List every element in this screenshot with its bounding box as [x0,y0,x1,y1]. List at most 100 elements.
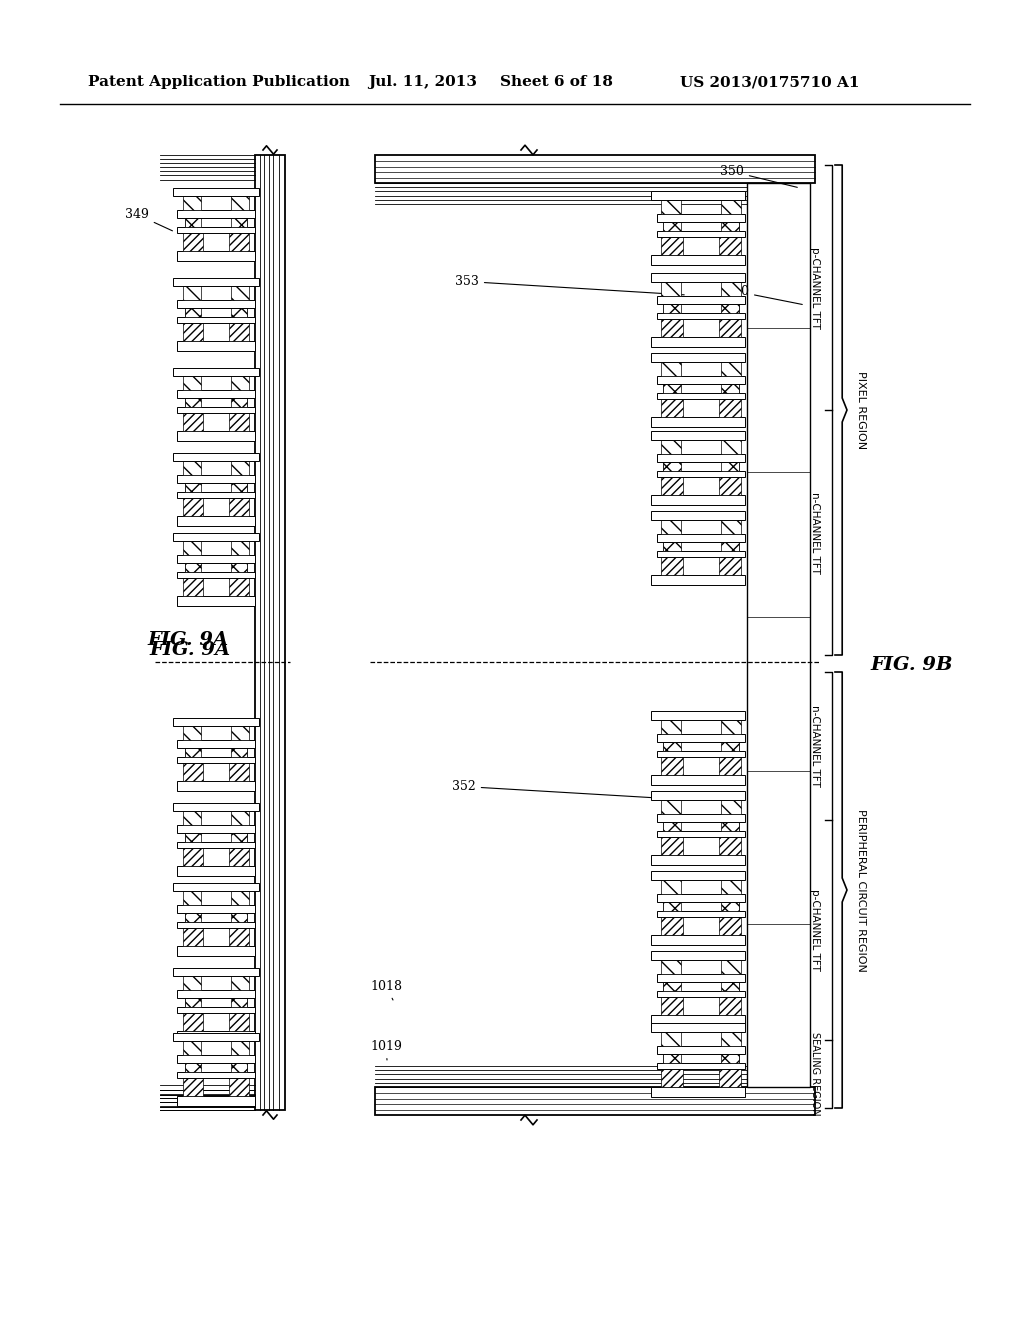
Bar [229,928,249,946]
Bar [183,195,201,210]
Bar [721,902,739,911]
Bar [657,231,745,238]
Bar [231,833,247,842]
Bar [177,781,255,791]
Bar [657,832,745,837]
Bar [173,1034,259,1041]
Bar [662,440,681,454]
Bar [721,800,741,814]
Bar [183,928,203,946]
Bar [231,913,247,921]
Bar [662,477,683,495]
Bar [177,1072,255,1078]
Bar [177,756,255,763]
Bar [177,1096,255,1106]
Text: PIXEL REGION: PIXEL REGION [856,371,866,449]
Bar [657,974,745,982]
Bar [663,1053,739,1063]
Bar [651,352,745,362]
Bar [663,822,681,832]
Bar [231,286,249,300]
Bar [229,1078,249,1096]
Bar [719,1069,741,1086]
Bar [185,218,247,227]
Bar [177,1031,255,1041]
Bar [721,520,741,535]
Text: 300: 300 [725,285,802,305]
Bar [231,1041,249,1055]
Bar [177,825,255,833]
Bar [183,234,203,251]
Bar [663,462,739,471]
Bar [177,1007,255,1012]
Bar [185,833,247,842]
Text: Jul. 11, 2013: Jul. 11, 2013 [368,75,477,88]
Bar [183,498,203,516]
Text: FIG. 9B: FIG. 9B [870,656,952,675]
Bar [721,201,741,214]
Bar [231,810,249,825]
Text: 352: 352 [452,780,689,800]
Bar [662,282,681,296]
Bar [657,214,745,222]
Bar [231,541,249,554]
Bar [657,550,745,557]
Bar [719,756,741,775]
Bar [183,847,203,866]
Bar [651,191,745,201]
Bar [177,554,255,564]
Bar [177,210,255,218]
Bar [177,572,255,578]
Bar [185,483,201,492]
Bar [719,837,741,855]
Bar [651,495,745,506]
Bar [177,741,255,748]
Bar [177,492,255,498]
Text: n-CHANNEL TFT: n-CHANNEL TFT [810,491,820,573]
Bar [657,296,745,304]
Bar [657,471,745,477]
Bar [173,533,259,541]
Bar [183,975,201,990]
Bar [177,389,255,399]
Bar [719,238,741,255]
Bar [183,413,203,432]
Bar [662,800,681,814]
Text: n-CHANNEL TFT: n-CHANNEL TFT [810,705,820,787]
Bar [185,913,201,921]
Bar [177,842,255,847]
Bar [651,1023,745,1032]
Bar [177,866,255,876]
Bar [185,748,247,756]
Bar [721,880,741,894]
Bar [657,734,745,742]
Bar [231,399,247,407]
Bar [651,711,745,719]
Text: SEALING REGION: SEALING REGION [810,1032,820,1115]
Bar [657,535,745,543]
Bar [663,1053,681,1063]
Bar [177,251,255,261]
Bar [651,871,745,880]
Bar [721,462,739,471]
Bar [657,911,745,917]
Bar [663,982,681,991]
Bar [663,742,681,751]
Bar [229,234,249,251]
Bar [657,376,745,384]
Bar [231,564,247,572]
Bar [255,154,285,1110]
Bar [721,304,739,313]
Bar [651,511,745,520]
Bar [177,946,255,956]
Bar [231,195,249,210]
Bar [375,1086,815,1115]
Bar [721,982,739,991]
Bar [231,998,247,1007]
Bar [177,407,255,413]
Bar [651,273,745,282]
Bar [185,483,247,492]
Bar [721,222,739,231]
Bar [185,399,201,407]
Text: US 2013/0175710 A1: US 2013/0175710 A1 [680,75,859,88]
